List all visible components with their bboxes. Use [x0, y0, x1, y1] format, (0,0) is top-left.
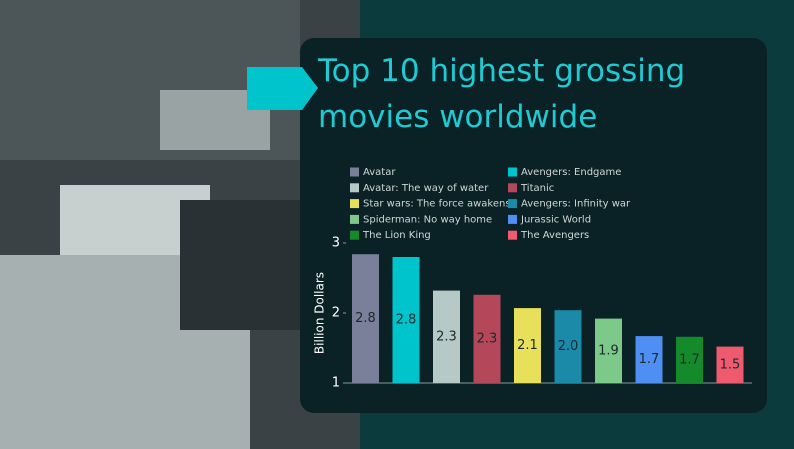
- legend-label: Star wars: The force awakens: [363, 199, 511, 210]
- legend-swatch: [508, 167, 517, 177]
- bar: [433, 290, 460, 383]
- legend-label: Avatar: [363, 167, 396, 178]
- bar: [473, 294, 501, 383]
- bar: [392, 257, 420, 383]
- bar: [716, 346, 744, 383]
- bar: [595, 318, 622, 383]
- bar: [554, 310, 582, 383]
- legend-swatch: [350, 214, 359, 224]
- legend-label: Avatar: The way of water: [363, 183, 489, 194]
- legend-label: Jurassic World: [520, 214, 591, 225]
- value-label: 2.8: [355, 311, 376, 326]
- legend-label: The Avengers: [520, 230, 589, 241]
- legend-label: The Lion King: [362, 230, 431, 241]
- value-label: 1.9: [598, 343, 619, 358]
- value-label: 2.1: [517, 338, 538, 353]
- legend-swatch: [508, 183, 517, 193]
- legend-label: Spiderman: No way home: [363, 214, 492, 225]
- legend-swatch: [508, 214, 517, 224]
- legend-swatch: [508, 230, 517, 240]
- value-label: 1.7: [639, 352, 660, 367]
- value-label: 2.3: [477, 331, 498, 346]
- y-tick-label: 1: [332, 376, 340, 391]
- y-axis-label: Billion Dollars: [313, 272, 327, 354]
- legend-label: Avengers: Infinity war: [521, 199, 631, 210]
- y-tick-label: 2: [332, 306, 340, 321]
- bar: [635, 336, 663, 383]
- value-label: 2.0: [558, 339, 579, 354]
- legend-swatch: [350, 199, 359, 209]
- y-tick-label: 3: [332, 236, 340, 251]
- bar: [352, 254, 379, 383]
- legend-label: Titanic: [520, 183, 554, 194]
- bar: [676, 336, 703, 383]
- title: Top 10 highest grossing movies worldwide: [318, 53, 686, 135]
- legend-swatch: [350, 183, 359, 193]
- value-label: 2.3: [436, 329, 457, 344]
- legend-swatch: [350, 230, 359, 240]
- value-label: 1.5: [720, 357, 741, 372]
- value-label: 1.7: [679, 352, 700, 367]
- tag: [247, 67, 318, 110]
- legend-swatch: [350, 167, 359, 177]
- bar: [514, 308, 541, 383]
- legend-label: Avengers: Endgame: [521, 167, 621, 178]
- value-label: 2.8: [396, 313, 417, 328]
- legend-swatch: [508, 199, 517, 209]
